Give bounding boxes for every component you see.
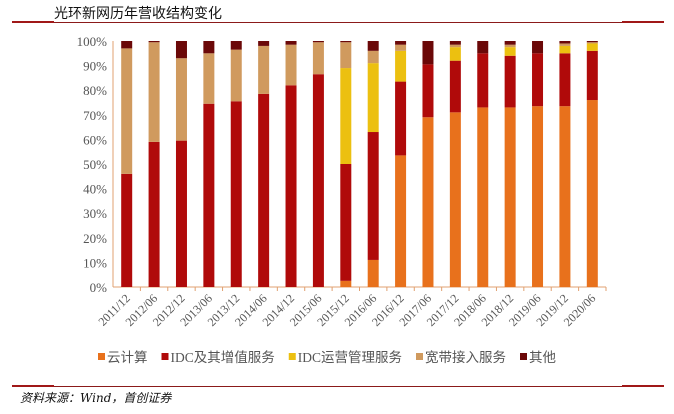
bar-segment-2 <box>504 47 516 56</box>
legend-swatch-0 <box>98 353 105 360</box>
bar-segment-1 <box>477 53 489 108</box>
bar-segment-4 <box>285 41 297 45</box>
y-tick-label: 50% <box>83 157 107 172</box>
bar-segment-4 <box>477 41 489 54</box>
bar-segment-2 <box>367 63 379 133</box>
y-tick-label: 70% <box>83 108 107 123</box>
bar-segment-4 <box>395 41 407 45</box>
bar-segment-0 <box>532 106 544 287</box>
bar-segment-2 <box>395 50 407 82</box>
bar-segment-4 <box>340 41 352 43</box>
bar-segment-3 <box>340 42 352 69</box>
bar-segment-1 <box>230 101 242 288</box>
legend-label: IDC及其增值服务 <box>171 350 275 365</box>
bar-segment-3 <box>312 42 324 75</box>
bar-segment-1 <box>532 53 544 107</box>
bar-segment-4 <box>586 41 598 43</box>
bar-segment-4 <box>367 41 379 51</box>
bar-segment-1 <box>175 140 187 287</box>
bar-segment-1 <box>340 164 352 281</box>
bar-segment-4 <box>449 41 461 45</box>
bar-segment-3 <box>586 42 598 44</box>
bar-segment-3 <box>504 44 516 48</box>
bar-segment-2 <box>340 68 352 164</box>
bar-segment-1 <box>422 64 434 118</box>
y-tick-label: 90% <box>83 59 107 74</box>
y-tick-label: 20% <box>83 231 107 246</box>
bar-segment-4 <box>175 41 187 59</box>
bar-segment-4 <box>121 41 133 49</box>
bar-segment-1 <box>367 132 379 260</box>
legend-swatch-1 <box>161 353 169 360</box>
bar-segment-1 <box>258 93 270 287</box>
bar-segment-3 <box>258 45 270 94</box>
bar-segment-4 <box>559 41 571 44</box>
bar-segment-3 <box>559 43 571 46</box>
bar-segment-3 <box>203 53 215 104</box>
legend-swatch-2 <box>288 353 296 360</box>
bar-segment-1 <box>586 50 598 101</box>
bar-segment-4 <box>312 41 324 43</box>
bar-segment-4 <box>422 41 434 65</box>
bar-segment-0 <box>367 259 379 287</box>
legend-label: 宽带接入服务 <box>425 349 506 365</box>
bar-segment-3 <box>121 48 133 174</box>
bar-segment-3 <box>395 44 407 51</box>
y-tick-label: 40% <box>83 182 107 197</box>
bar-segment-2 <box>449 47 461 61</box>
bar-segment-4 <box>504 41 516 45</box>
legend-label: 云计算 <box>107 350 148 365</box>
bar-segment-1 <box>395 81 407 156</box>
bar-segment-1 <box>449 60 461 113</box>
title-divider <box>12 21 664 23</box>
legend-swatch-4 <box>520 353 527 360</box>
chart-title: 光环新网历年营收结构变化 <box>54 6 222 22</box>
bar-segment-1 <box>203 103 215 287</box>
bar-segment-0 <box>504 107 516 287</box>
bar-segment-0 <box>422 117 434 287</box>
bar-segment-1 <box>148 141 160 287</box>
y-tick-label: 60% <box>83 132 107 147</box>
bar-segment-1 <box>559 53 571 107</box>
y-tick-label: 30% <box>83 206 107 221</box>
bar-segment-4 <box>258 41 270 46</box>
bar-segment-1 <box>504 55 516 108</box>
legend-label: 其他 <box>529 350 556 365</box>
bar-segment-0 <box>449 112 461 287</box>
bar-segment-3 <box>175 58 187 141</box>
footer-divider <box>12 385 664 387</box>
y-tick-label: 0% <box>90 280 108 295</box>
y-tick-label: 100% <box>77 34 108 49</box>
bar-segment-1 <box>121 173 133 287</box>
bar-segment-0 <box>559 106 571 287</box>
bar-segment-1 <box>285 85 297 287</box>
legend-swatch-3 <box>416 353 423 360</box>
bar-segment-4 <box>148 41 160 43</box>
y-tick-label: 10% <box>83 255 107 270</box>
bar-segment-3 <box>148 42 160 142</box>
y-tick-label: 80% <box>83 83 107 98</box>
bar-segment-3 <box>230 49 242 102</box>
bar-segment-3 <box>449 44 461 48</box>
bar-segment-0 <box>477 107 489 287</box>
bar-segment-0 <box>395 155 407 287</box>
bar-segment-1 <box>312 74 324 288</box>
bar-segment-4 <box>532 41 544 54</box>
bar-segment-2 <box>559 45 571 54</box>
legend-label: IDC运营管理服务 <box>298 350 402 365</box>
bar-segment-3 <box>285 44 297 86</box>
bar-segment-2 <box>586 43 598 51</box>
source-note: 资料来源：Wind，首创证券 <box>20 391 172 405</box>
bar-segment-0 <box>340 280 352 287</box>
bar-segment-4 <box>203 41 215 54</box>
bar-segment-0 <box>586 100 598 287</box>
bar-segment-3 <box>367 50 379 64</box>
bar-segment-4 <box>230 41 242 50</box>
